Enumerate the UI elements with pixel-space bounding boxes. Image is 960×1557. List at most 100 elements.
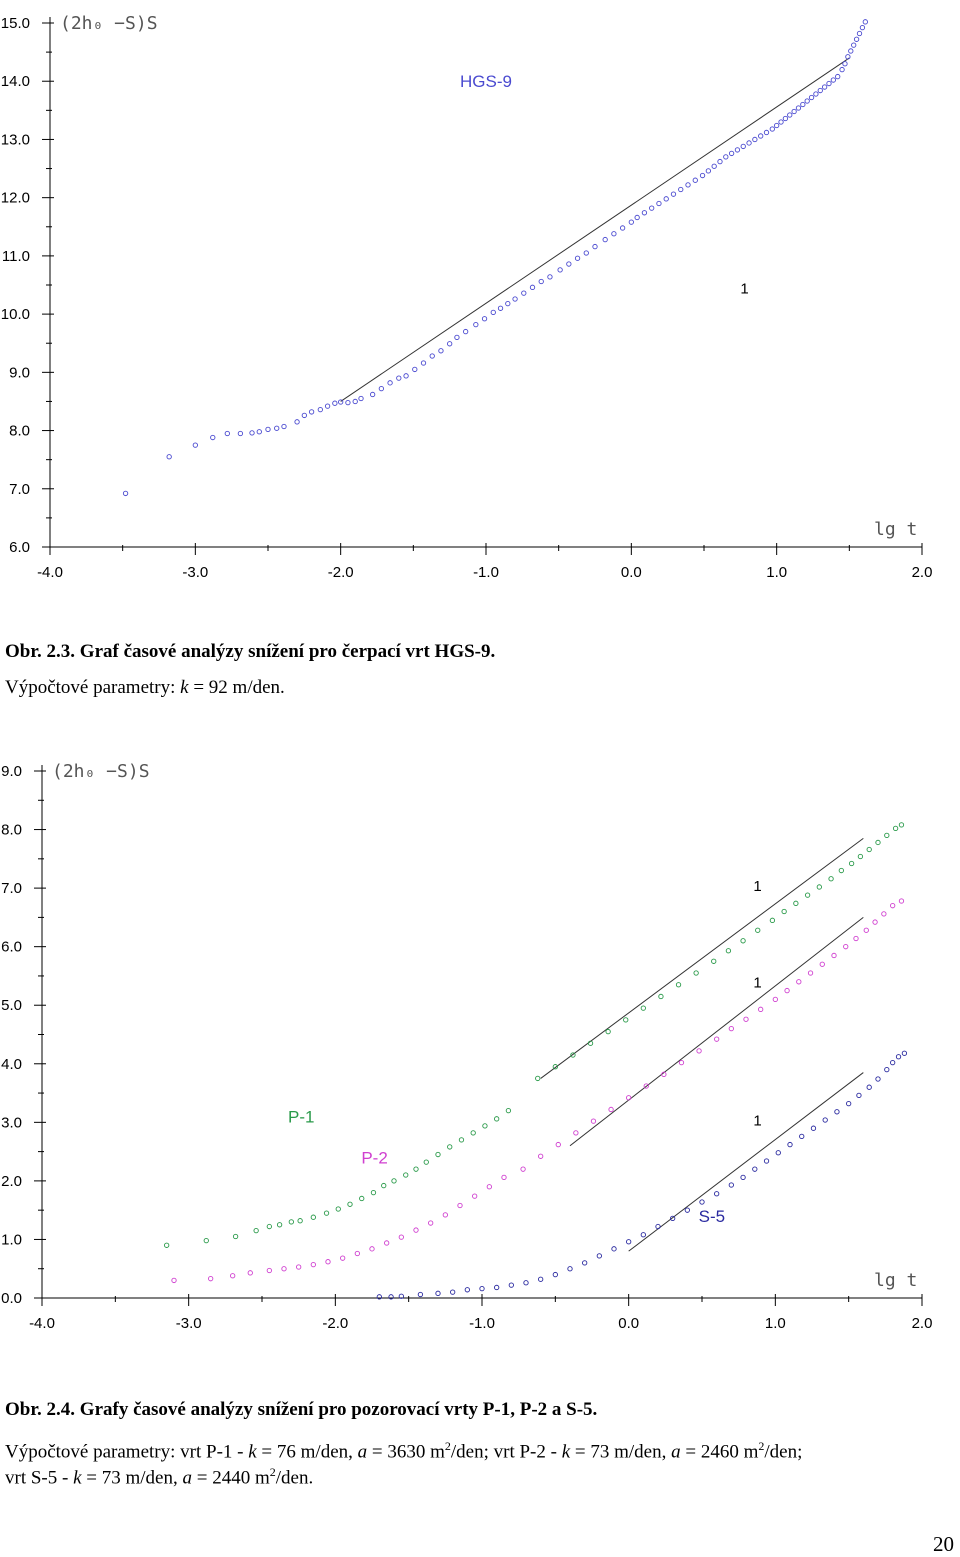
s5-suffix: /den. (275, 1467, 314, 1489)
x-axis-title: lg t (874, 1270, 917, 1291)
figure-2-4-parameters-line1: Výpočtové parametry: vrt P-1 - k = 76 m/… (5, 1434, 802, 1464)
data-point (752, 1166, 758, 1172)
data-point (819, 961, 825, 967)
x-tick-label: -3.0 (182, 564, 208, 581)
series-label-s-5: S-5 (699, 1207, 725, 1226)
data-point (249, 430, 255, 436)
data-point (582, 1260, 588, 1266)
data-point (164, 1242, 170, 1248)
data-point (602, 236, 608, 243)
p1-k-value: = 76 m/den, (256, 1441, 358, 1463)
series-label-p-1: P-1 (288, 1107, 314, 1126)
data-point (890, 903, 896, 909)
figure-2-4-title: Obr. 2.4. Grafy časové analýzy snížení p… (5, 1399, 598, 1420)
data-point (384, 1240, 390, 1246)
data-point (490, 309, 496, 316)
fit-line (569, 916, 864, 1147)
s5-k-value: = 73 m/den, (81, 1467, 183, 1489)
data-point (388, 1294, 394, 1300)
data-point (699, 1199, 705, 1205)
data-point (505, 1107, 512, 1114)
data-point (656, 200, 662, 207)
data-point (838, 867, 844, 874)
data-point (473, 321, 479, 328)
data-point (338, 399, 344, 405)
x-tick-label: 2.0 (912, 1315, 933, 1332)
data-point (378, 385, 385, 392)
data-point (535, 1075, 541, 1082)
data-point (596, 1253, 602, 1259)
data-point (494, 1284, 500, 1291)
data-point (547, 274, 553, 280)
data-point (523, 1280, 529, 1286)
y-tick-label: 8.0 (1, 822, 22, 839)
figure-2-3-parameters: Výpočtové parametry: k = 92 m/den. (5, 676, 285, 700)
data-point (830, 77, 836, 83)
data-point (266, 1223, 272, 1230)
data-point (387, 380, 393, 386)
data-point (605, 1028, 611, 1035)
x-tick-label: 1.0 (765, 1315, 786, 1332)
data-point (723, 154, 729, 160)
data-point (655, 1223, 661, 1230)
p1-prefix: Výpočtové parametry: vrt P-1 - (5, 1441, 249, 1463)
params-prefix: Výpočtové parametry: (5, 677, 181, 698)
slope-label: 1 (753, 975, 761, 992)
data-point (626, 1095, 632, 1101)
data-point (552, 1064, 558, 1070)
data-point (826, 80, 832, 87)
x-tick-label: 2.0 (912, 564, 933, 581)
data-point (428, 1220, 434, 1226)
data-point (859, 25, 866, 31)
x-tick-label: -2.0 (322, 1315, 348, 1332)
data-point (274, 425, 280, 431)
fit-line (540, 837, 864, 1079)
data-point (317, 406, 323, 413)
data-point (171, 1277, 177, 1284)
data-point (288, 1219, 294, 1225)
data-point (442, 1212, 448, 1218)
data-point (122, 490, 129, 497)
data-point (717, 158, 723, 165)
data-point (758, 1006, 764, 1012)
data-point (675, 982, 682, 988)
data-point (398, 1293, 404, 1299)
data-point (692, 177, 698, 183)
data-point (684, 1207, 690, 1213)
data-point (381, 1182, 387, 1189)
data-point (769, 917, 776, 923)
data-point (396, 375, 402, 381)
y-tick-label: 11.0 (2, 248, 30, 265)
chart-hgs9: 6.07.08.09.010.011.012.013.014.015.0-4.0… (1, 13, 933, 581)
y-tick-label: 7.0 (9, 481, 30, 498)
y-axis-title: (2h₀ −S)S (60, 13, 158, 34)
data-point (799, 1133, 805, 1140)
data-point (413, 1227, 419, 1233)
data-point (752, 136, 758, 143)
data-point (520, 1166, 526, 1172)
data-point (740, 938, 746, 944)
data-point (890, 1059, 896, 1066)
data-point (740, 1174, 746, 1181)
data-point (325, 1259, 331, 1265)
data-point (892, 825, 899, 832)
data-point (538, 1276, 544, 1282)
data-point (308, 409, 315, 415)
data-point (457, 1202, 463, 1209)
data-point (670, 191, 677, 197)
data-point (265, 426, 271, 433)
x-tick-label: -4.0 (37, 564, 63, 581)
y-tick-label: 3.0 (1, 1114, 22, 1131)
data-point (447, 341, 453, 347)
data-point (795, 105, 802, 111)
data-point (247, 1270, 253, 1276)
data-point (296, 1264, 302, 1270)
data-point (728, 1025, 734, 1032)
data-point (501, 1174, 507, 1181)
data-point (821, 84, 828, 90)
data-point (884, 1066, 890, 1073)
data-point (281, 423, 287, 430)
series-p-2 (171, 898, 905, 1284)
data-point (370, 1189, 377, 1196)
data-point (813, 91, 819, 97)
